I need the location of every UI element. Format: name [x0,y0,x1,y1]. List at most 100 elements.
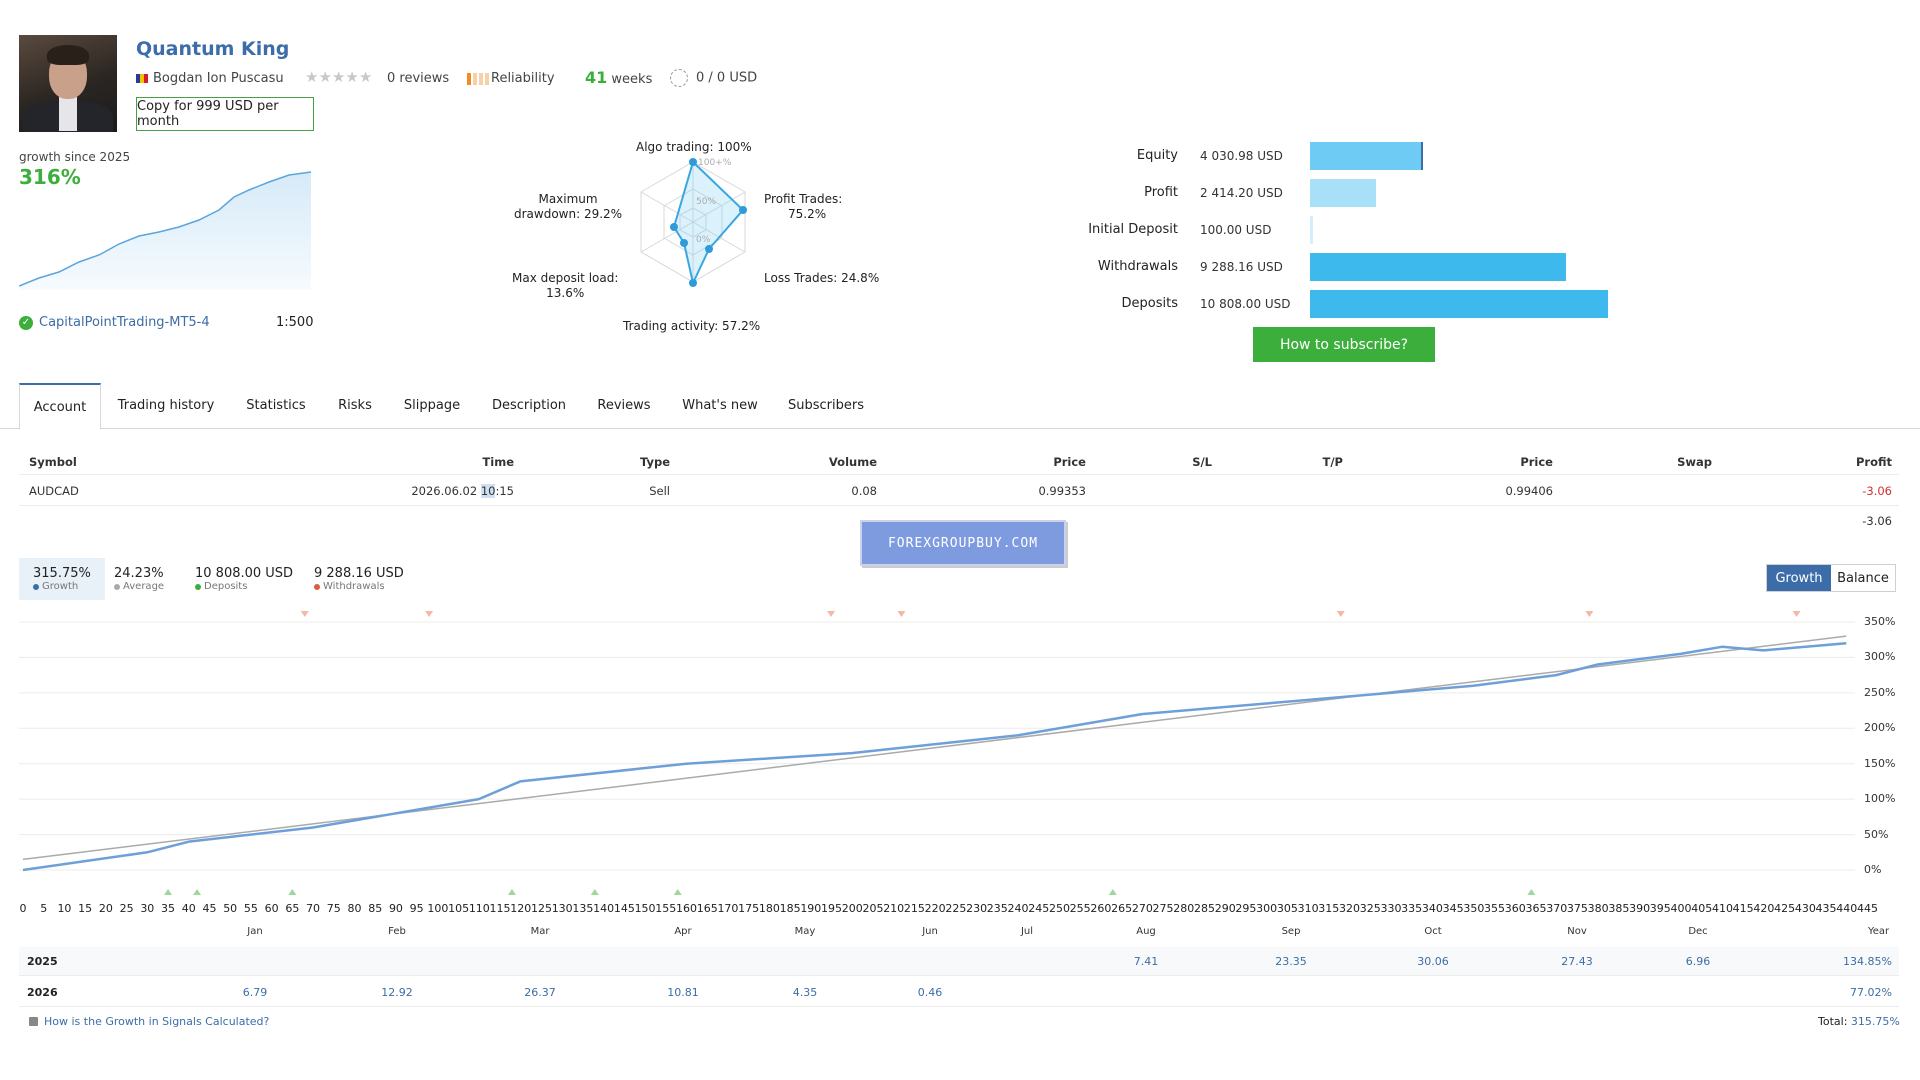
deposit-marker[interactable] [673,889,682,895]
month-value[interactable]: 6.79 [242,986,268,999]
x-tick-label: 300 [1256,902,1278,915]
withdrawal-marker[interactable] [827,611,836,617]
kpi-deposits[interactable]: 10 808.00 USD Deposits [195,566,294,592]
deposit-marker[interactable] [507,889,516,895]
growth-toggle-button[interactable]: Growth [1767,565,1831,591]
x-tick-label: 385 [1608,902,1630,915]
deposit-marker[interactable] [590,889,599,895]
col-type: Type [639,455,670,469]
x-tick-label: 35 [161,902,176,915]
month-value[interactable]: 10.81 [667,986,699,999]
tab-account[interactable]: Account [19,383,101,430]
stat-label: Profit [1144,185,1178,200]
deposit-marker[interactable] [1108,889,1117,895]
kpi-withdrawals[interactable]: 9 288.16 USD Withdrawals [314,566,404,592]
tab-reviews[interactable]: Reviews [597,397,651,413]
month-header: May [794,926,816,937]
kpi-average[interactable]: 24.23% Average [114,566,165,592]
rating-stars[interactable]: ★★★★★ [305,68,372,86]
month-value[interactable]: 4.35 [792,986,818,999]
x-tick-label: 135 [572,902,594,915]
radar-label-profit-trades: Profit Trades: 75.2% [764,192,843,221]
month-header: Sep [1281,926,1301,937]
month-value[interactable]: 30.06 [1417,955,1449,968]
x-tick-label: 20 [98,902,113,915]
x-tick-label: 415 [1732,902,1754,915]
x-tick-label: 155 [655,902,677,915]
help-icon [29,1017,38,1026]
x-tick-label: 245 [1028,902,1050,915]
deposit-marker[interactable] [1527,889,1536,895]
x-tick-label: 330 [1380,902,1402,915]
stat-bar [1310,290,1608,318]
reliability[interactable]: Reliability [467,71,555,86]
x-tick-label: 160 [676,902,697,915]
x-tick-label: 235 [986,902,1008,915]
position-price-close: 0.99406 [1505,484,1553,498]
tab-slippage[interactable]: Slippage [403,397,461,413]
leverage: 1:500 [276,315,314,330]
tab-risks[interactable]: Risks [338,397,372,413]
x-tick-label: 175 [738,902,760,915]
month-value[interactable]: 6.96 [1685,955,1711,968]
radar-chart: 100+% 50% 0% [640,158,747,287]
withdrawal-marker[interactable] [897,611,906,617]
reviews-count[interactable]: 0 reviews [387,71,450,86]
x-tick-label: 345 [1442,902,1464,915]
month-value[interactable]: 27.43 [1561,955,1593,968]
author-info[interactable]: Bogdan Ion Puscasu [136,71,284,86]
month-value[interactable]: 23.35 [1275,955,1307,968]
tab-subscribers[interactable]: Subscribers [788,397,864,413]
x-tick-label: 380 [1587,902,1609,915]
x-tick-label: 295 [1235,902,1257,915]
x-tick-label: 360 [1504,902,1526,915]
position-time: 2026.06.02 10:15 [411,484,514,498]
month-value[interactable]: 12.92 [381,986,413,999]
total-growth: Total: 315.75% [1818,1015,1900,1028]
deposit-marker[interactable] [164,889,173,895]
tab-statistics[interactable]: Statistics [246,397,306,413]
stat-bar [1310,216,1313,244]
month-value[interactable]: 0.46 [917,986,943,999]
radar-label-loss-trades: Loss Trades: 24.8% [764,271,880,285]
tab-description[interactable]: Description [491,397,567,413]
position-price-open: 0.99353 [1038,484,1086,498]
x-tick-label: 0 [19,902,27,915]
withdrawal-marker[interactable] [1336,611,1345,617]
col-profit: Profit [1855,455,1892,469]
x-tick-label: 70 [306,902,321,915]
tab-trading-history[interactable]: Trading history [117,397,215,413]
deposit-marker[interactable] [288,889,297,895]
withdrawal-marker[interactable] [1792,611,1801,617]
copy-button[interactable]: Copy for 999 USD per month [136,97,314,131]
col-price-open: Price [1053,455,1086,469]
withdrawal-marker[interactable] [425,611,434,617]
x-tick-label: 200 [841,902,863,915]
x-tick-label: 125 [530,902,552,915]
month-value[interactable]: 7.41 [1133,955,1159,968]
signal-title[interactable]: Quantum King [136,38,290,60]
deposit-marker[interactable] [193,889,202,895]
growth-help-text: How is the Growth in Signals Calculated? [44,1015,270,1028]
kpi-growth[interactable]: 315.75% Growth [19,558,105,600]
growth-value: 316% [19,165,81,189]
watermark: FOREXGROUPBUY.COM [860,520,1066,566]
x-tick-label: 45 [202,902,217,915]
tab-whats-new[interactable]: What's new [682,397,758,413]
how-to-subscribe-button[interactable]: How to subscribe? [1253,327,1435,362]
balance-toggle-button[interactable]: Balance [1831,565,1895,591]
x-tick-label: 105 [448,902,470,915]
radar-label-max-deposit-load: Max deposit load: 13.6% [512,271,619,300]
broker-link[interactable]: ✓ CapitalPointTrading-MT5-4 [19,315,210,330]
growth-help-link[interactable]: How is the Growth in Signals Calculated? [29,1015,269,1028]
month-header: Apr [674,926,692,937]
withdrawal-marker[interactable] [300,611,309,617]
month-value[interactable]: 26.37 [524,986,556,999]
withdrawal-marker[interactable] [1585,611,1594,617]
subscribers-info[interactable]: 0 / 0 USD [670,69,757,87]
y-tick-label: 0% [1864,863,1882,876]
x-tick-label: 250 [1048,902,1070,915]
x-tick-label: 65 [285,902,300,915]
x-tick-label: 230 [966,902,988,915]
x-tick-label: 5 [40,902,48,915]
